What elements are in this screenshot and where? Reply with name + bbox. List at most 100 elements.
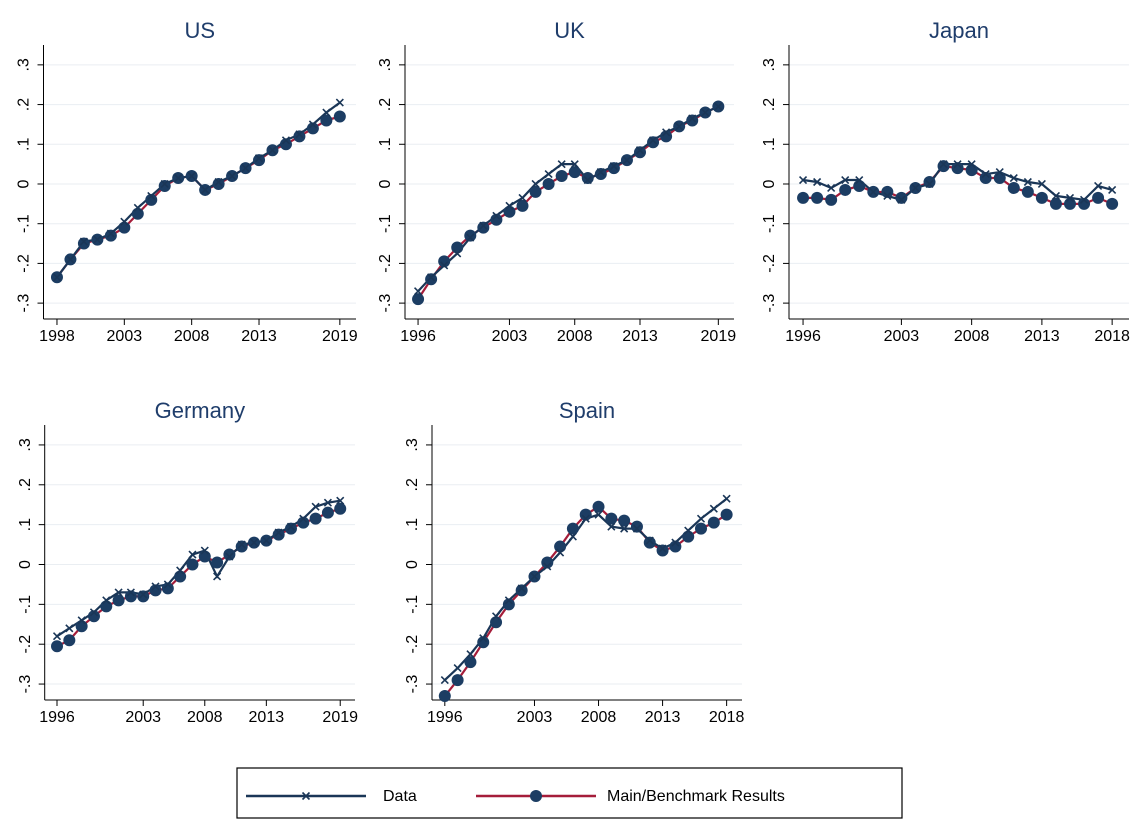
marker-circle — [1021, 185, 1034, 198]
marker-circle — [656, 544, 669, 557]
marker-x — [696, 514, 706, 523]
y-tick-label: -.1 — [17, 595, 34, 614]
y-tick-label: -.2 — [404, 635, 421, 654]
marker-x — [427, 273, 436, 282]
marker-x — [492, 211, 501, 220]
marker-circle — [425, 273, 438, 286]
marker-x — [953, 160, 962, 169]
marker-x — [897, 195, 906, 204]
marker-x — [556, 548, 565, 557]
marker-x — [126, 588, 135, 597]
y-tick-label: .1 — [404, 518, 421, 531]
y-tick-label: .1 — [761, 138, 778, 151]
marker-circle — [333, 110, 346, 123]
marker-circle — [660, 130, 673, 143]
marker-x — [440, 261, 449, 270]
y-tick-label: 0 — [17, 560, 34, 569]
marker-x — [89, 608, 99, 617]
marker-circle — [321, 506, 334, 519]
marker-x — [174, 173, 183, 183]
marker-x — [413, 287, 423, 296]
marker-x — [658, 544, 667, 553]
x-tick-label: 2003 — [492, 328, 528, 345]
marker-x — [1094, 181, 1103, 191]
y-tick-label: .2 — [761, 98, 778, 111]
marker-circle — [965, 164, 978, 177]
marker-x — [79, 237, 88, 246]
marker-x — [709, 504, 718, 513]
marker-circle — [137, 590, 150, 603]
x-tick-label: 2013 — [249, 709, 285, 726]
marker-x — [335, 98, 344, 107]
marker-x — [570, 160, 579, 169]
marker-x — [635, 146, 645, 155]
marker-circle — [131, 207, 144, 220]
x-tick-label: 2013 — [645, 709, 681, 726]
marker-circle — [235, 540, 248, 553]
y-tick-label: .1 — [17, 518, 34, 531]
marker-circle — [605, 512, 618, 525]
marker-circle — [695, 522, 708, 535]
marker-x — [883, 191, 892, 200]
marker-circle — [1092, 191, 1105, 204]
marker-circle — [51, 640, 64, 653]
marker-circle — [161, 582, 174, 595]
series-line — [56, 507, 341, 648]
marker-circle — [542, 177, 555, 190]
marker-x — [607, 522, 616, 531]
marker-x — [1009, 173, 1018, 183]
series-line — [417, 105, 719, 300]
marker-x — [147, 191, 156, 200]
marker-x — [249, 538, 259, 547]
x-tick-label: 1996 — [400, 328, 436, 345]
y-tick-label: -.3 — [16, 294, 33, 313]
marker-x — [609, 162, 618, 171]
marker-circle — [515, 584, 528, 597]
marker-x — [241, 164, 250, 173]
marker-x — [52, 632, 62, 641]
panel-title: US — [184, 18, 215, 43]
marker-circle — [618, 514, 631, 527]
marker-circle — [592, 500, 605, 513]
marker-x — [66, 255, 75, 264]
marker-circle — [186, 558, 199, 571]
marker-circle — [686, 114, 699, 127]
marker-x — [1037, 179, 1046, 189]
marker-x — [530, 572, 539, 581]
marker-x — [214, 177, 223, 187]
marker-circle — [77, 237, 90, 250]
marker-circle — [503, 205, 516, 218]
marker-x — [662, 128, 671, 137]
marker-x — [596, 168, 605, 177]
series-line — [56, 101, 341, 278]
marker-circle — [811, 191, 824, 204]
marker-circle — [477, 221, 490, 234]
marker-x — [855, 175, 864, 185]
x-tick-label: 2019 — [322, 328, 358, 345]
marker-circle — [720, 508, 733, 521]
marker-x — [1023, 177, 1032, 187]
marker-circle — [797, 191, 810, 204]
marker-x — [77, 616, 86, 625]
marker-circle — [568, 166, 581, 179]
marker-circle — [158, 179, 171, 192]
marker-x — [479, 634, 488, 643]
marker-x — [1065, 193, 1075, 202]
marker-circle — [529, 185, 542, 198]
y-tick-label: -.2 — [17, 635, 34, 654]
marker-circle — [284, 522, 297, 535]
marker-x — [504, 596, 513, 605]
marker-x — [967, 160, 976, 169]
marker-x — [225, 552, 234, 561]
marker-x — [163, 580, 172, 589]
legend-marker — [301, 791, 311, 801]
y-tick-label: 0 — [404, 560, 421, 569]
x-tick-label: 1996 — [785, 328, 821, 345]
marker-circle — [594, 168, 607, 181]
panel-title: Spain — [559, 398, 615, 423]
marker-circle — [566, 522, 579, 535]
marker-x — [268, 146, 277, 155]
y-tick-label: -.2 — [377, 254, 394, 273]
panel-title: UK — [554, 18, 585, 43]
marker-circle — [145, 193, 158, 206]
